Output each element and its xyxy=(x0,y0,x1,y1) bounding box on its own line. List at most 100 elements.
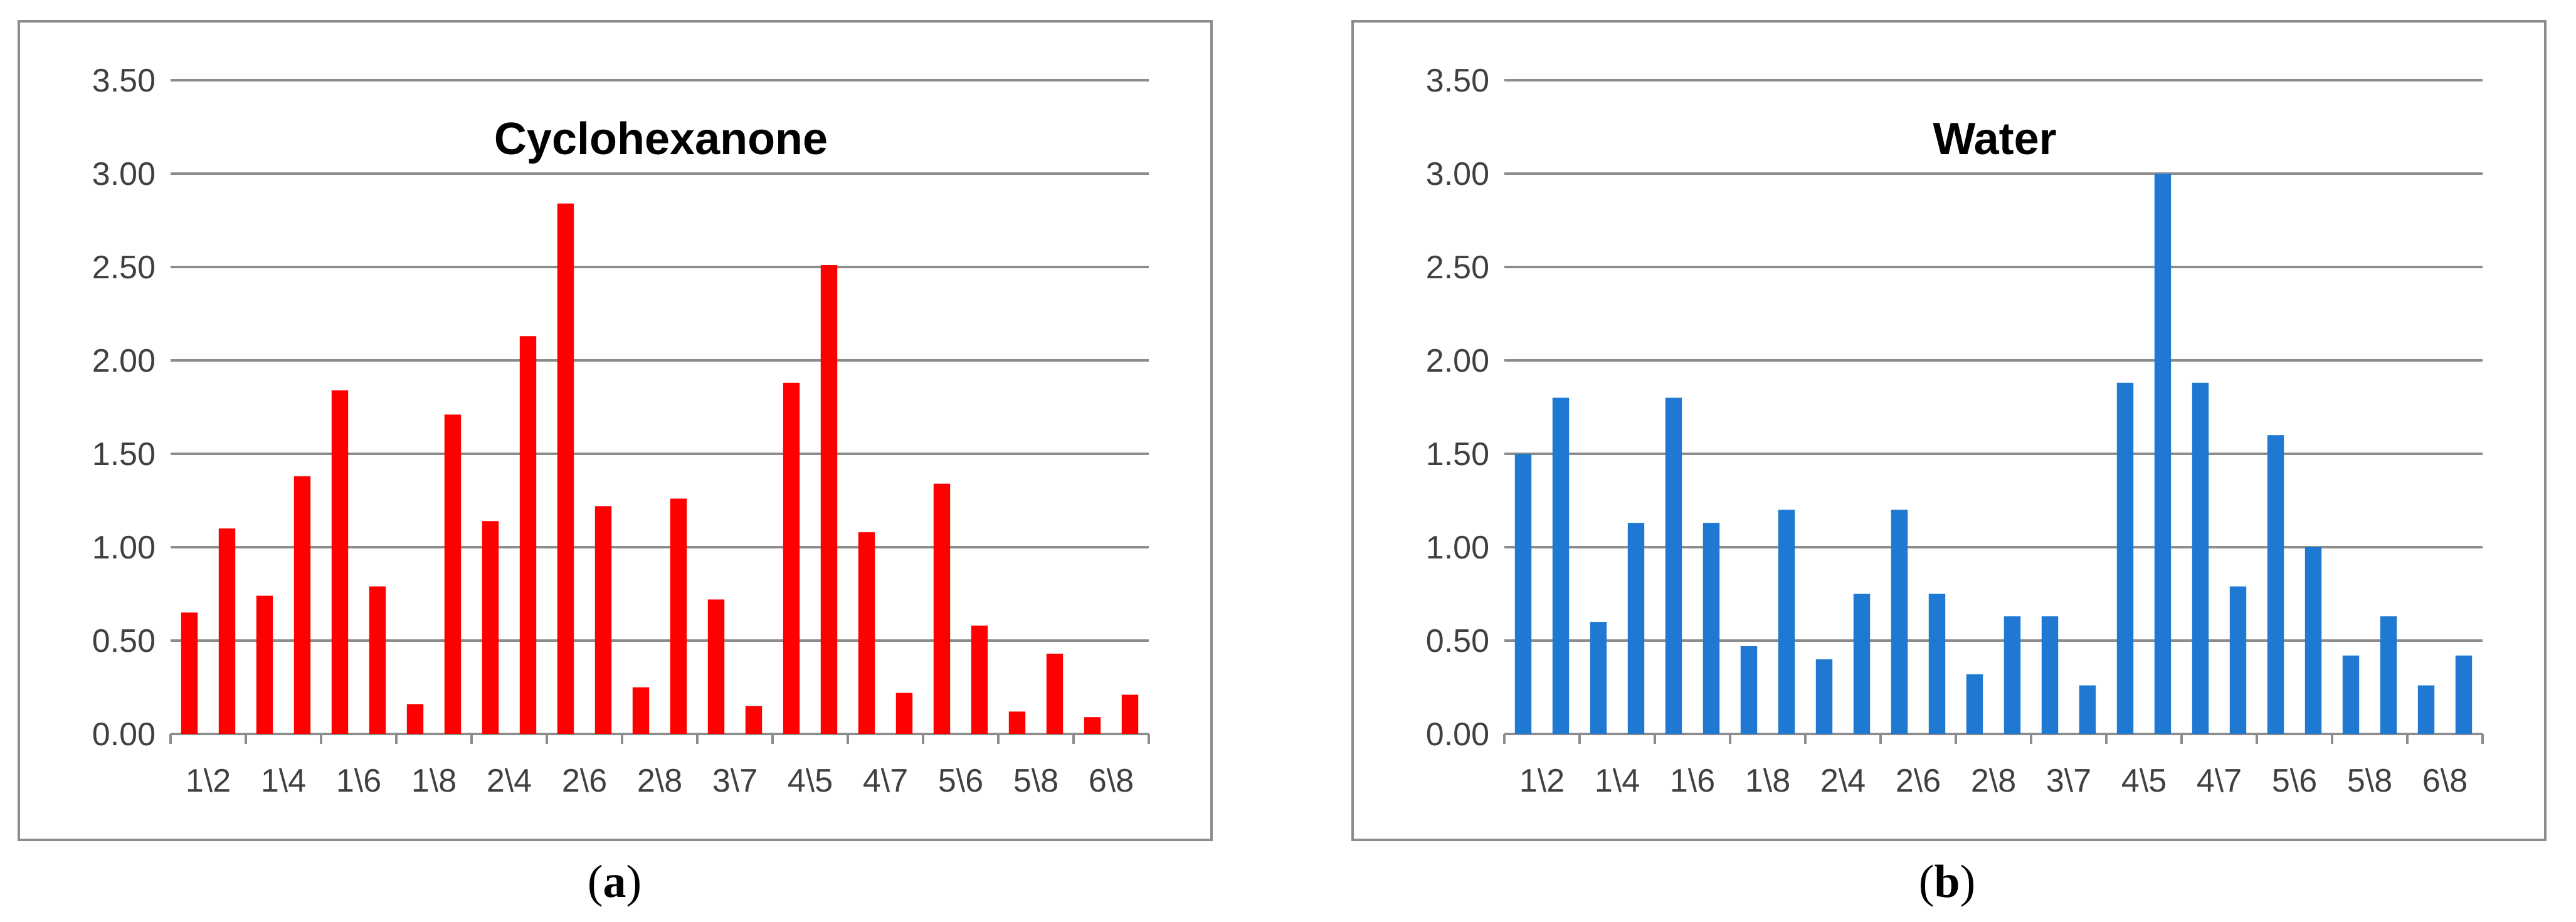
bar-1-4 xyxy=(256,595,273,734)
x-tick-label: 3\7 xyxy=(712,763,757,799)
bar-1-5 xyxy=(1627,523,1645,734)
y-tick-label: 0.50 xyxy=(1426,623,1489,659)
x-tick-label: 1\8 xyxy=(411,763,457,799)
bar-4-7 xyxy=(858,532,875,734)
x-tick-label: 4\5 xyxy=(788,763,833,799)
bar-2-6 xyxy=(557,203,574,734)
chart-panel-b: 0.00 0.50 1.00 1.50 2.00 2.50 3.00 3.50 1\2 1\4 1\… xyxy=(1351,20,2547,841)
bar-2-3 xyxy=(1778,510,1795,734)
bar-2-5 xyxy=(519,336,537,734)
y-tick-label: 1.00 xyxy=(1426,530,1489,566)
x-tick-label: 1\6 xyxy=(336,763,381,799)
x-tick-label: 4\5 xyxy=(2121,763,2167,799)
y-tick-label: 1.00 xyxy=(92,530,156,566)
bar-2-8 xyxy=(1966,674,1983,734)
bar-1-6 xyxy=(331,390,349,734)
bar-1-8 xyxy=(1740,646,1758,734)
bar-2-4 xyxy=(1815,659,1833,734)
bar-4-5 xyxy=(783,382,800,734)
x-tick-label: 2\8 xyxy=(1971,763,2016,799)
bar-2-4 xyxy=(482,521,499,734)
caption-b-letter: b xyxy=(1934,856,1960,908)
bar-2-6 xyxy=(1891,510,1908,734)
x-tick-label: 6\8 xyxy=(1089,763,1134,799)
y-tick-label: 3.50 xyxy=(1426,63,1489,99)
x-tick-label: 5\8 xyxy=(2347,763,2392,799)
y-tick-label: 3.50 xyxy=(92,63,156,99)
x-tick-label: 1\4 xyxy=(261,763,306,799)
bar-3-7 xyxy=(707,599,725,734)
y-tick-label: 1.50 xyxy=(1426,436,1489,473)
bar-3-8 xyxy=(745,706,763,734)
y-tick-label: 1.50 xyxy=(92,436,156,473)
x-tick-label: 2\8 xyxy=(637,763,682,799)
x-tick-label: 2\6 xyxy=(562,763,607,799)
y-tick-label: 2.00 xyxy=(1426,343,1489,379)
bar-chart-cyclohexanone: 0.00 0.50 1.00 1.50 2.00 2.50 3.00 3.50 1\2 1\4 1\… xyxy=(92,63,1150,799)
bar-1-7 xyxy=(1702,523,1720,734)
x-tick-label: 1\6 xyxy=(1670,763,1715,799)
bar-4-8 xyxy=(895,693,913,734)
bar-4-6 xyxy=(820,265,838,734)
chart-panel-a: 0.00 0.50 1.00 1.50 2.00 2.50 3.00 3.50 1\2 1\4 1\… xyxy=(18,20,1213,841)
bar-chart-water: 0.00 0.50 1.00 1.50 2.00 2.50 3.00 3.50 1\2 1\4 1\… xyxy=(1426,63,2484,799)
y-tick-label: 0.50 xyxy=(92,623,156,659)
bar-2-8 xyxy=(632,687,650,734)
bar-4-5 xyxy=(2116,382,2134,734)
bar-7-8 xyxy=(2455,655,2473,734)
bar-6-7 xyxy=(2380,616,2397,734)
x-tick-label: 3\7 xyxy=(2046,763,2091,799)
x-tick-label: 4\7 xyxy=(863,763,908,799)
x-tick-label: 2\6 xyxy=(1896,763,1941,799)
x-tick-label: 5\8 xyxy=(1013,763,1058,799)
bar-6-7 xyxy=(1046,653,1064,734)
bar-4-8 xyxy=(2229,586,2247,734)
x-tick-label: 6\8 xyxy=(2422,763,2468,799)
x-tick-label: 2\4 xyxy=(1820,763,1866,799)
caption-a-letter: a xyxy=(603,856,626,908)
bar-1-3 xyxy=(218,528,236,734)
x-tick-label: 4\7 xyxy=(2197,763,2242,799)
bar-5-6 xyxy=(2267,435,2284,734)
bar-5-8 xyxy=(2342,655,2360,734)
bar-1-7 xyxy=(369,586,386,734)
y-tick-label: 0.00 xyxy=(1426,716,1489,753)
caption-b: (b) xyxy=(1918,856,1976,908)
y-tick-label: 2.00 xyxy=(92,343,156,379)
bar-3-4 xyxy=(670,498,687,734)
chart-title: Water xyxy=(1933,114,2056,164)
bar-6-8 xyxy=(1084,717,1101,734)
bar-1-8 xyxy=(406,704,424,734)
x-tick-label: 2\4 xyxy=(487,763,532,799)
bar-5-8 xyxy=(1008,711,1026,734)
y-tick-label: 3.00 xyxy=(1426,156,1489,192)
y-tick-label: 3.00 xyxy=(92,156,156,192)
bar-5-7 xyxy=(971,626,988,734)
bar-1-3 xyxy=(1552,397,1570,734)
bar-2-7 xyxy=(594,506,612,734)
y-tick-label: 0.00 xyxy=(92,716,156,753)
x-tick-label: 5\6 xyxy=(2272,763,2317,799)
bar-5-7 xyxy=(2304,547,2322,734)
x-tick-label: 5\6 xyxy=(938,763,983,799)
bar-7-8 xyxy=(1121,694,1139,734)
bar-3-8 xyxy=(2079,685,2096,734)
bar-5-6 xyxy=(933,483,951,734)
x-tick-label: 1\4 xyxy=(1595,763,1640,799)
x-tick-label: 1\8 xyxy=(1745,763,1790,799)
bar-2-3 xyxy=(444,414,462,734)
bar-2-7 xyxy=(1928,594,1946,734)
chart-title: Cyclohexanone xyxy=(494,114,828,164)
bar-1-2 xyxy=(181,612,198,734)
bar-6-8 xyxy=(2417,685,2435,734)
bar-2-5 xyxy=(1853,594,1871,734)
bar-3-4 xyxy=(2003,616,2021,734)
bar-4-6 xyxy=(2154,174,2172,734)
bar-4-7 xyxy=(2192,382,2209,734)
x-tick-label: 1\2 xyxy=(186,763,231,799)
caption-a: (a) xyxy=(587,856,642,908)
bar-1-4 xyxy=(1590,622,1607,734)
bar-1-6 xyxy=(1665,397,1682,734)
x-tick-label: 1\2 xyxy=(1519,763,1565,799)
bar-1-2 xyxy=(1514,454,1532,734)
